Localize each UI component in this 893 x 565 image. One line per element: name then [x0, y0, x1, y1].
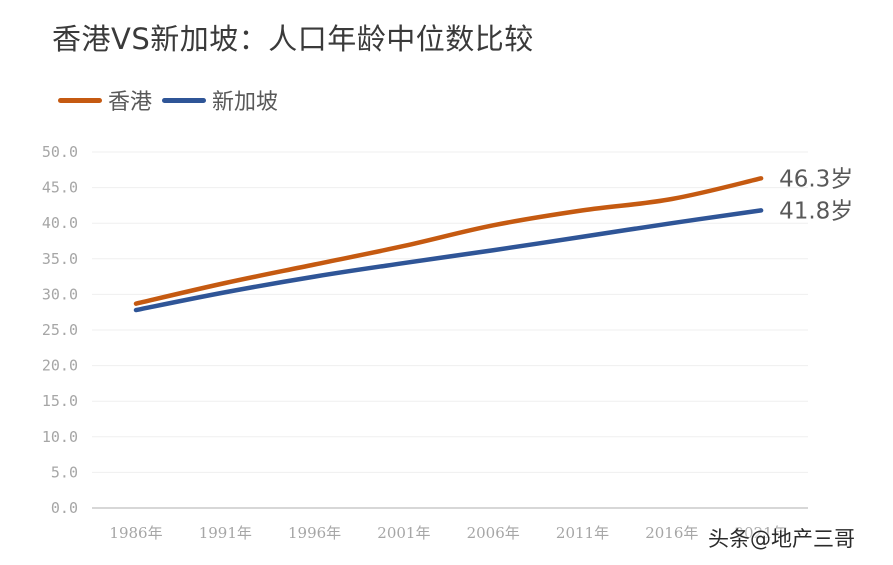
- y-tick-label: 5.0: [51, 463, 78, 481]
- legend-label-singapore: 新加坡: [212, 90, 279, 115]
- legend-item-singapore: 新加坡: [162, 84, 278, 116]
- x-tick-label: 2001年: [377, 524, 430, 542]
- x-tick-label: 1991年: [199, 524, 252, 542]
- series-line-hongkong: [133, 176, 764, 306]
- y-tick-label: 10.0: [42, 428, 78, 446]
- x-tick-label: 2016年: [645, 524, 698, 542]
- y-tick-label: 45.0: [42, 179, 78, 197]
- y-tick-label: 40.0: [42, 214, 78, 232]
- legend-item-hongkong: 香港: [58, 84, 152, 116]
- y-tick-label: 20.0: [42, 357, 78, 375]
- x-tick-label: 2006年: [467, 524, 520, 542]
- legend-swatch-singapore: [162, 97, 207, 103]
- watermark: 头条@地产三哥: [708, 527, 855, 551]
- y-tick-label: 15.0: [42, 392, 78, 410]
- legend-swatch-hongkong: [58, 97, 102, 103]
- y-tick-label: 0.0: [51, 499, 78, 517]
- series-line-singapore: [133, 208, 764, 313]
- end-label-singapore: 41.8岁: [779, 198, 853, 224]
- x-tick-label: 1996年: [288, 524, 341, 542]
- y-tick-label: 50.0: [42, 143, 78, 161]
- x-tick-label: 1986年: [109, 524, 162, 542]
- chart-title: 香港VS新加坡：人口年龄中位数比较: [52, 22, 534, 56]
- end-label-hongkong: 46.3岁: [779, 166, 853, 192]
- y-tick-label: 35.0: [42, 250, 78, 268]
- y-tick-label: 25.0: [42, 321, 78, 339]
- x-tick-label: 2021年: [735, 524, 788, 542]
- x-tick-label: 2011年: [556, 524, 609, 542]
- y-tick-label: 30.0: [42, 285, 78, 303]
- legend-label-hongkong: 香港: [108, 90, 153, 115]
- legend: 香港 新加坡: [58, 84, 288, 116]
